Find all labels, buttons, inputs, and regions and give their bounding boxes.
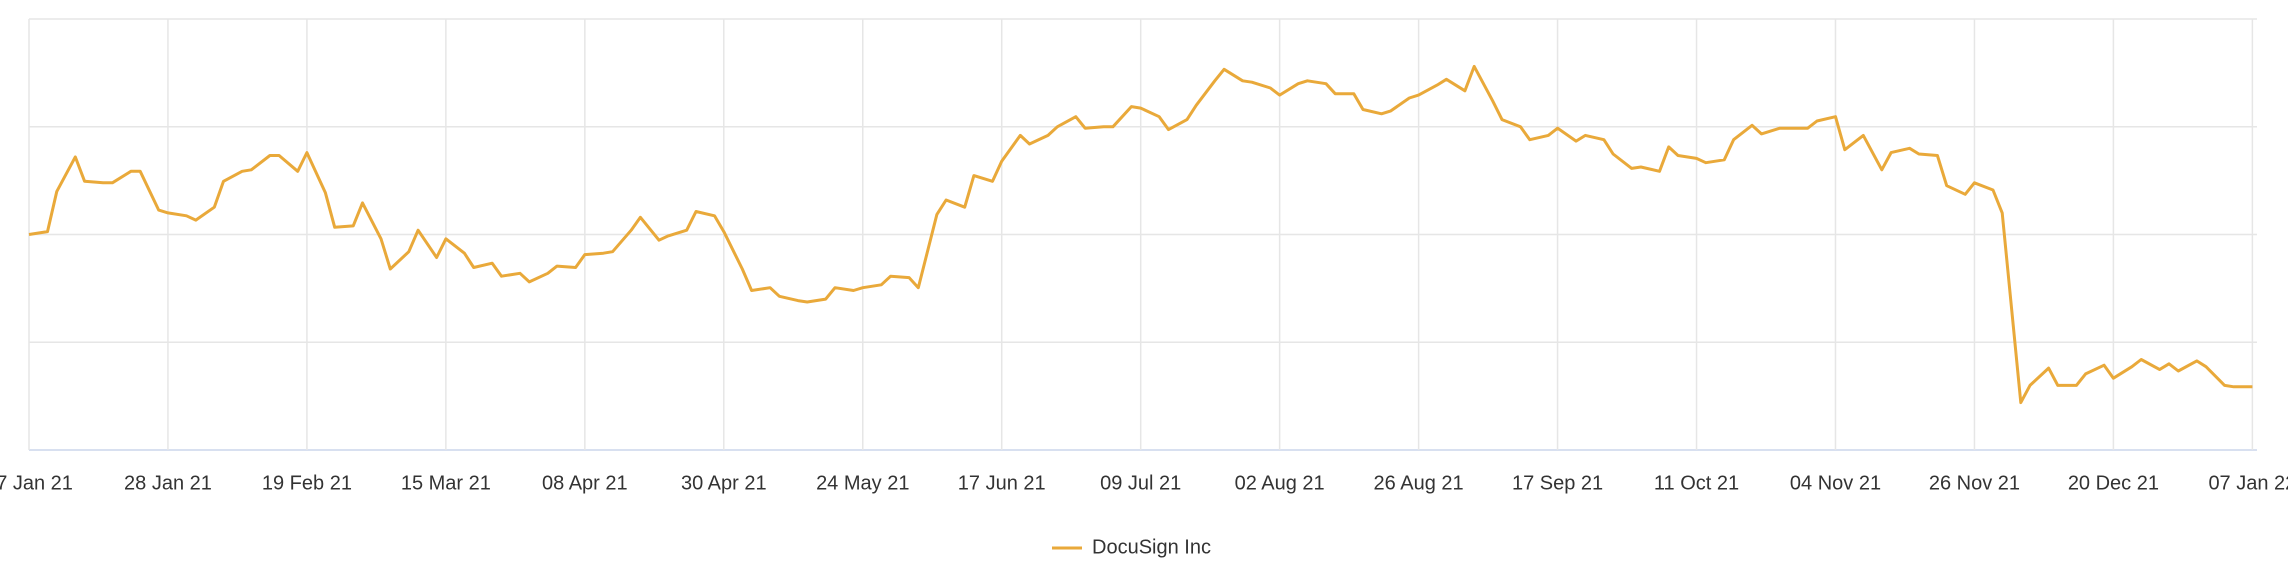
- x-tick-label: 26 Nov 21: [1929, 472, 2020, 494]
- x-tick-label: 04 Nov 21: [1790, 472, 1881, 494]
- x-tick-label: 02 Aug 21: [1235, 472, 1325, 494]
- x-tick-label: 19 Feb 21: [262, 472, 352, 494]
- x-tick-label: 30 Apr 21: [681, 472, 767, 494]
- x-tick-label: 17 Jun 21: [958, 472, 1046, 494]
- x-tick-label: 26 Aug 21: [1374, 472, 1464, 494]
- x-tick-label: 07 Jan 22: [2208, 472, 2288, 494]
- x-tick-label: 28 Jan 21: [124, 472, 212, 494]
- legend-label: DocuSign Inc: [1092, 536, 1211, 558]
- x-tick-label: 08 Apr 21: [542, 472, 628, 494]
- x-tick-label: 15 Mar 21: [401, 472, 491, 494]
- x-tick-label: 11 Oct 21: [1654, 472, 1739, 494]
- x-tick-label: 17 Sep 21: [1512, 472, 1603, 494]
- series-line: [28, 64, 2253, 405]
- x-tick-label: 24 May 21: [816, 472, 909, 494]
- x-tick-label: 09 Jul 21: [1100, 472, 1181, 494]
- x-tick-label: 20 Dec 21: [2068, 472, 2159, 494]
- x-tick-label: 07 Jan 21: [0, 472, 73, 494]
